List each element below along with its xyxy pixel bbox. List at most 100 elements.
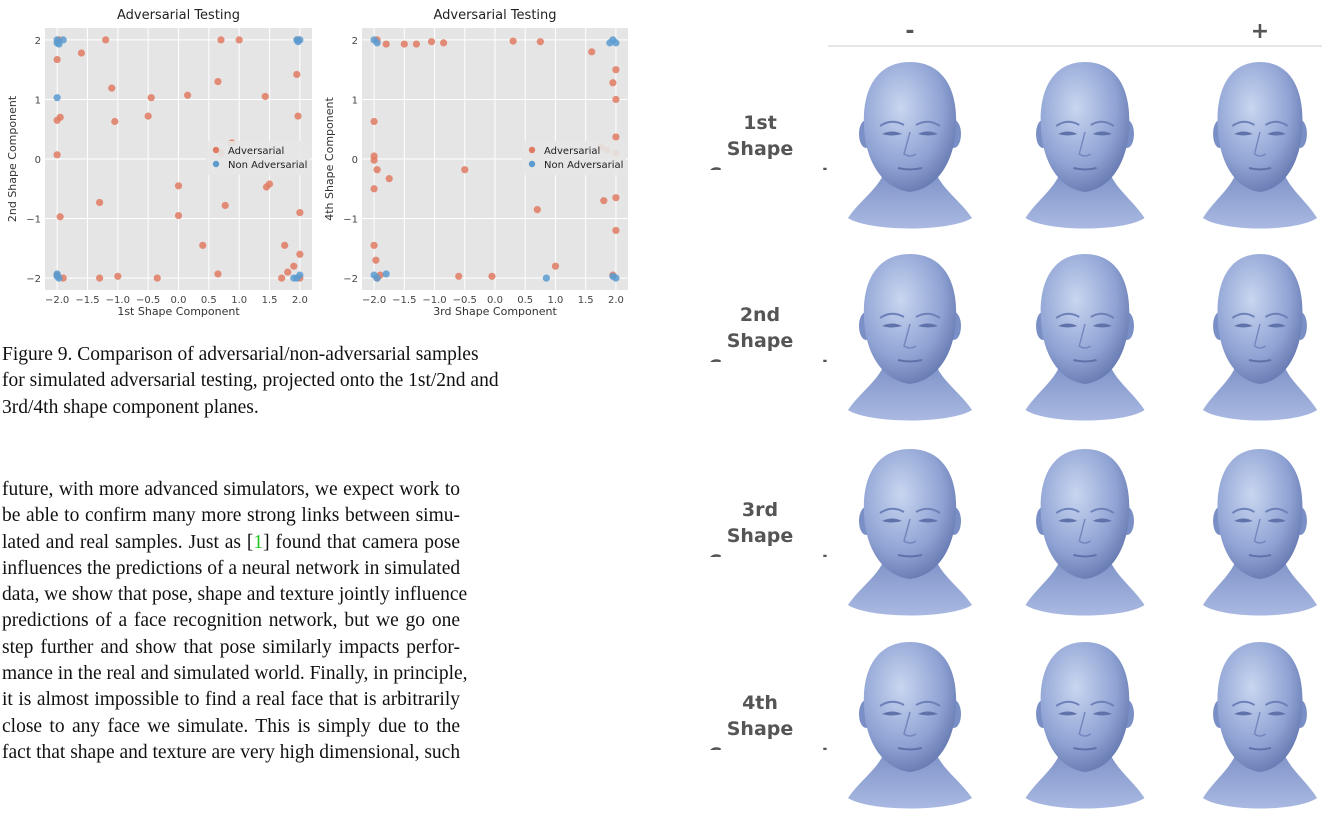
y-tick-label: 2 xyxy=(35,36,41,47)
brow xyxy=(1055,700,1115,707)
head xyxy=(863,254,957,384)
point xyxy=(59,36,67,44)
nose xyxy=(903,518,917,544)
mouth xyxy=(1073,747,1097,751)
point xyxy=(385,175,393,183)
shoulders xyxy=(1025,360,1145,421)
x-tick-label: −0.5 xyxy=(453,295,477,306)
point xyxy=(455,272,463,280)
shoulders xyxy=(1202,360,1318,421)
body-text: future, with more advanced simulators, w… xyxy=(2,477,468,766)
shoulders xyxy=(1202,168,1318,229)
citation[interactable]: 1 xyxy=(253,531,264,553)
legend-label: Adversarial xyxy=(544,146,600,157)
point xyxy=(612,66,620,74)
legend-label: Non Adversarial xyxy=(544,160,623,171)
row-label-box: 1st Shape Component xyxy=(708,112,830,170)
point xyxy=(214,77,222,86)
shoulders xyxy=(1025,168,1145,229)
body-line: mance in the real and simulated world. F… xyxy=(2,663,468,685)
point xyxy=(235,36,243,44)
mouth xyxy=(1073,554,1097,558)
x-tick-label: −2.0 xyxy=(45,295,69,306)
mouth xyxy=(1073,359,1097,363)
row-label: 4th Shape Component xyxy=(708,692,830,750)
point xyxy=(96,274,104,282)
head xyxy=(1217,642,1303,772)
legend-box xyxy=(206,141,310,175)
nose xyxy=(1253,518,1266,544)
mouth xyxy=(1248,167,1272,171)
point xyxy=(53,272,61,280)
face xyxy=(848,449,972,616)
face xyxy=(1202,254,1318,421)
point xyxy=(588,48,596,56)
point xyxy=(294,112,302,120)
point xyxy=(296,271,304,279)
point xyxy=(56,213,64,221)
x-tick-label: 0.0 xyxy=(171,295,187,306)
nose xyxy=(1253,131,1266,157)
eyes xyxy=(1234,131,1286,136)
point xyxy=(290,262,298,270)
nose xyxy=(1253,711,1266,737)
point xyxy=(382,40,390,48)
point xyxy=(77,49,86,57)
point xyxy=(281,241,289,249)
nose xyxy=(903,131,917,157)
point xyxy=(542,274,550,282)
brow xyxy=(879,507,941,514)
point xyxy=(53,94,61,102)
x-tick-label: 1.5 xyxy=(262,295,278,306)
point xyxy=(278,274,286,282)
point xyxy=(296,250,304,258)
point xyxy=(551,262,560,270)
head xyxy=(1040,62,1130,192)
brow xyxy=(1055,507,1115,514)
legend-label: Non Adversarial xyxy=(228,160,307,171)
mouth xyxy=(897,747,923,751)
point xyxy=(600,197,608,205)
eyes xyxy=(1058,131,1112,136)
head xyxy=(1040,254,1130,384)
point xyxy=(174,182,183,190)
point xyxy=(296,208,304,217)
brow xyxy=(1055,312,1115,319)
row-label: 1st Shape Component xyxy=(708,112,830,170)
point xyxy=(372,256,380,264)
body-line: close to any face we simulate. This is s… xyxy=(2,715,460,737)
mouth xyxy=(1248,359,1272,363)
body-line: step further and show that pose similarl… xyxy=(2,636,460,658)
x-tick-label: −1.5 xyxy=(75,295,99,306)
head xyxy=(1040,642,1130,772)
point xyxy=(612,133,620,141)
shoulders xyxy=(1202,555,1318,616)
point xyxy=(96,198,104,207)
brow xyxy=(1231,312,1289,319)
face xyxy=(848,642,972,809)
body-line: future, with more advanced simulators, w… xyxy=(2,479,460,500)
body-line: predictions of a face recognition networ… xyxy=(2,610,460,632)
point xyxy=(53,55,61,64)
y-tick-label: 1 xyxy=(352,95,358,106)
x-tick-label: −0.5 xyxy=(136,295,160,306)
head xyxy=(863,642,957,772)
eyes xyxy=(1058,323,1112,328)
point xyxy=(536,38,544,46)
x-tick-label: 0.5 xyxy=(201,295,217,306)
y-tick-label: −1 xyxy=(26,215,41,226)
brow xyxy=(1055,120,1115,127)
brow xyxy=(879,120,941,127)
chart-title: Adversarial Testing xyxy=(433,8,556,23)
point xyxy=(261,92,269,101)
x-tick-label: 1.0 xyxy=(231,295,247,306)
point xyxy=(293,36,301,44)
point xyxy=(370,241,378,249)
point xyxy=(612,194,620,202)
point xyxy=(533,206,541,214)
point xyxy=(612,274,620,282)
point xyxy=(214,270,222,278)
legend-box xyxy=(522,141,626,175)
body-line: data, we show that pose, shape and textu… xyxy=(2,584,468,606)
